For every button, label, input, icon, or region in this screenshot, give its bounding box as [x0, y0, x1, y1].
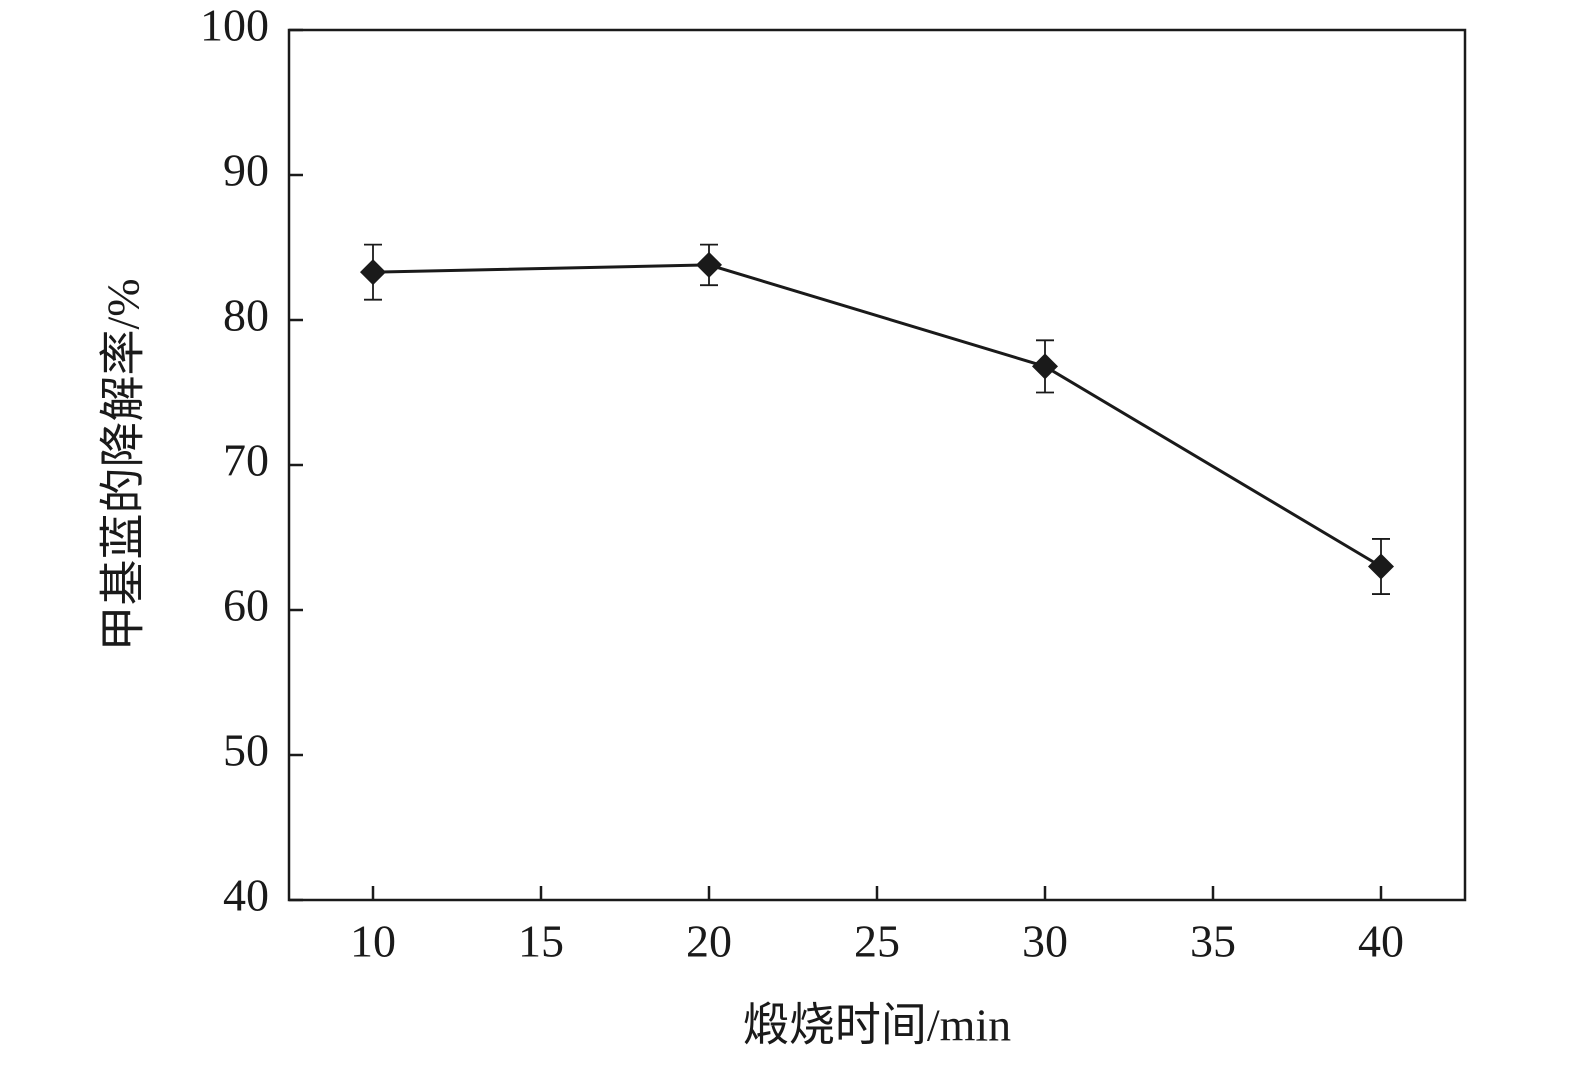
y-tick-label: 40 — [223, 870, 269, 921]
plot-frame — [287, 28, 1467, 902]
y-axis-label: 甲基蓝的降解率/% — [98, 278, 149, 651]
data-point — [360, 259, 386, 286]
x-tick-label: 30 — [1022, 916, 1068, 967]
y-tick-label: 50 — [223, 725, 269, 776]
y-tick-label: 70 — [223, 435, 269, 486]
data-point — [1032, 353, 1058, 380]
x-tick-label: 20 — [686, 916, 732, 967]
y-tick-label: 80 — [223, 290, 269, 341]
x-tick-label: 10 — [350, 916, 396, 967]
y-tick-label: 90 — [223, 145, 269, 196]
y-tick-label: 60 — [223, 580, 269, 631]
y-tick-label: 100 — [200, 0, 269, 51]
x-tick-label: 15 — [518, 916, 564, 967]
data-point — [696, 251, 722, 278]
x-tick-label: 25 — [854, 916, 900, 967]
x-axis-label: 煅烧时间/min — [743, 1000, 1011, 1051]
data-point — [1368, 553, 1394, 580]
x-tick-label: 35 — [1190, 916, 1236, 967]
data-line — [372, 263, 1382, 568]
x-tick-label: 40 — [1358, 916, 1404, 967]
